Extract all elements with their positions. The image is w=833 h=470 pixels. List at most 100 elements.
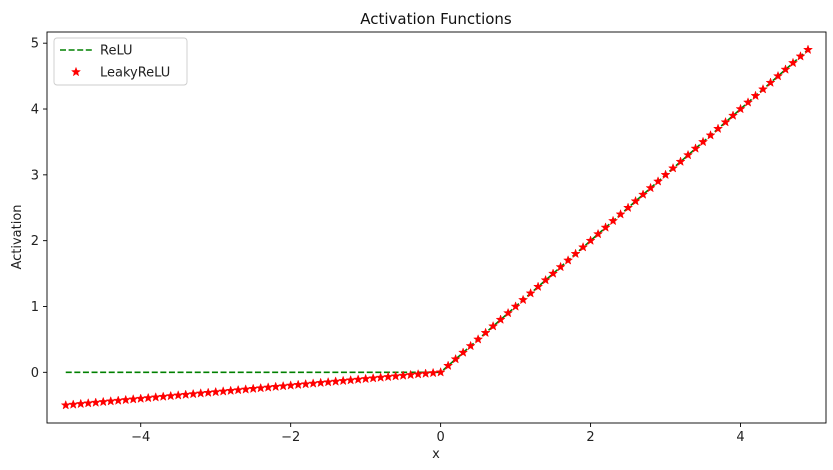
data-point-leakyrelu (128, 393, 139, 404)
data-point-leakyrelu (420, 368, 431, 378)
data-point-leakyrelu (570, 248, 581, 259)
data-point-leakyrelu (480, 327, 491, 338)
y-tick-label: 4 (31, 103, 39, 118)
data-point-leakyrelu (278, 380, 289, 391)
data-point-leakyrelu (697, 136, 709, 147)
data-point-leakyrelu (563, 255, 574, 265)
data-point-leakyrelu (548, 268, 559, 278)
data-point-leakyrelu (503, 307, 514, 318)
data-point-leakyrelu (630, 195, 641, 206)
data-point-leakyrelu (435, 366, 446, 377)
x-axis-label: x (432, 447, 440, 462)
data-point-leakyrelu (645, 182, 656, 193)
data-point-leakyrelu (83, 397, 94, 408)
data-point-leakyrelu (345, 374, 356, 385)
data-point-leakyrelu (398, 370, 409, 380)
data-point-leakyrelu (660, 169, 671, 180)
data-point-leakyrelu (375, 372, 386, 382)
data-point-leakyrelu (210, 386, 221, 397)
data-point-leakyrelu (225, 385, 236, 396)
data-point-leakyrelu (712, 123, 724, 134)
data-point-leakyrelu (525, 287, 536, 298)
data-point-leakyrelu (383, 371, 394, 382)
data-point-leakyrelu (787, 57, 799, 68)
y-axis-label: Activation (10, 204, 25, 269)
data-point-leakyrelu (413, 368, 424, 379)
data-point-leakyrelu (255, 382, 266, 393)
data-point-leakyrelu (443, 360, 454, 371)
data-point-leakyrelu (578, 241, 589, 252)
data-point-leakyrelu (735, 103, 746, 114)
y-tick-label: 0 (31, 366, 39, 381)
data-point-leakyrelu (428, 367, 439, 378)
data-point-leakyrelu (143, 392, 154, 403)
data-point-leakyrelu (795, 51, 806, 61)
data-point-leakyrelu (165, 390, 176, 401)
data-point-leakyrelu (682, 149, 694, 160)
data-point-leakyrelu (188, 388, 199, 399)
data-point-leakyrelu (218, 386, 229, 396)
data-point-leakyrelu (615, 209, 626, 219)
data-point-leakyrelu (90, 397, 101, 407)
data-point-leakyrelu (158, 391, 169, 401)
data-point-leakyrelu (68, 399, 79, 409)
data-point-leakyrelu (450, 353, 461, 364)
data-point-leakyrelu (173, 390, 184, 400)
data-point-leakyrelu (495, 314, 506, 324)
data-point-leakyrelu (607, 215, 619, 226)
data-point-leakyrelu (705, 130, 716, 140)
data-point-leakyrelu (510, 301, 521, 311)
x-tick-label: −2 (281, 430, 300, 445)
data-point-leakyrelu (368, 372, 379, 383)
x-tick-label: 2 (586, 430, 594, 445)
data-point-leakyrelu (802, 44, 814, 55)
data-point-leakyrelu (135, 393, 146, 403)
data-point-leakyrelu (75, 398, 86, 409)
data-point-leakyrelu (300, 378, 311, 389)
data-point-leakyrelu (675, 156, 686, 166)
y-tick-label: 2 (31, 234, 39, 249)
data-point-leakyrelu (353, 374, 364, 384)
data-point-leakyrelu (323, 376, 334, 387)
data-point-leakyrelu (270, 381, 281, 392)
data-point-leakyrelu (600, 222, 611, 232)
legend-label-relu: ReLU (100, 44, 133, 59)
data-point-leakyrelu (308, 378, 319, 388)
y-tick-label: 1 (31, 300, 39, 315)
data-point-leakyrelu (248, 383, 259, 394)
chart-title: Activation Functions (360, 10, 512, 28)
x-tick-label: −4 (131, 430, 150, 445)
legend-label-leakyrelu: LeakyReLU (100, 66, 170, 81)
data-point-leakyrelu (667, 162, 679, 173)
data-point-leakyrelu (637, 189, 649, 199)
data-point-leakyrelu (727, 110, 739, 120)
data-point-leakyrelu (518, 294, 529, 305)
legend-swatch-leakyrelu (70, 66, 82, 77)
data-point-leakyrelu (330, 376, 341, 386)
data-point-leakyrelu (780, 64, 791, 74)
y-tick-label: 3 (31, 168, 39, 183)
data-point-leakyrelu (772, 70, 784, 81)
data-point-leakyrelu (585, 235, 596, 245)
data-point-leakyrelu (285, 380, 296, 390)
data-point-leakyrelu (113, 395, 124, 405)
data-point-leakyrelu (465, 340, 476, 351)
x-tick-label: 4 (736, 430, 744, 445)
data-point-leakyrelu (540, 274, 551, 285)
series-line-relu (65, 49, 809, 374)
data-point-leakyrelu (622, 202, 634, 213)
data-point-leakyrelu (390, 370, 401, 381)
data-point-leakyrelu (405, 369, 416, 380)
data-point-leakyrelu (315, 377, 326, 388)
data-point-leakyrelu (742, 97, 754, 107)
data-point-leakyrelu (195, 388, 206, 398)
x-tick-label: 0 (436, 430, 444, 445)
data-point-leakyrelu (750, 90, 761, 101)
data-point-leakyrelu (233, 384, 244, 395)
data-point-leakyrelu (488, 320, 499, 331)
data-point-leakyrelu (652, 176, 664, 186)
data-point-leakyrelu (150, 391, 161, 402)
data-point-leakyrelu (105, 395, 116, 406)
